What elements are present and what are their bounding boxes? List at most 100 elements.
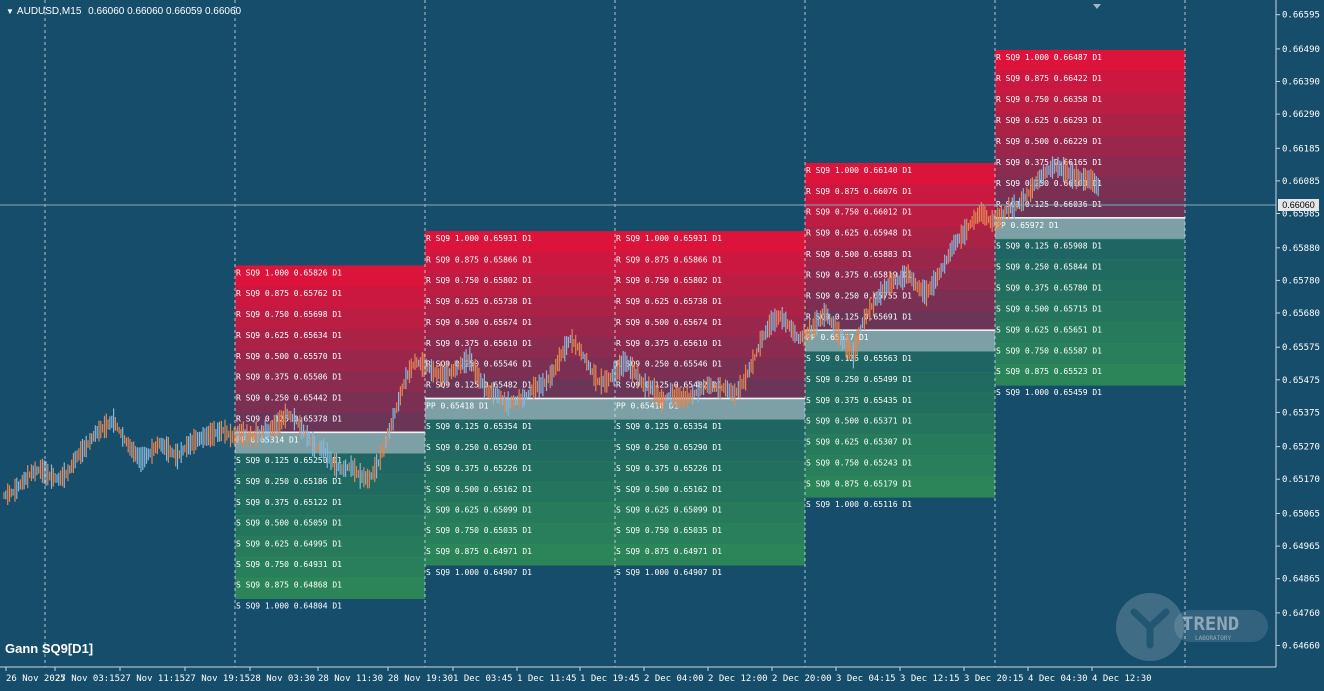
support-band [615,523,805,545]
price-tick-label: 0.64965 [1282,542,1320,552]
resistance-band [235,348,425,371]
symbol-dropdown-icon[interactable]: ▼ [6,7,14,16]
ohlc-values: 0.66060 0.66060 0.66059 0.66060 [88,6,242,17]
support-level-label: S SQ9 0.125 0.65563 D1 [806,354,912,363]
resistance-level-label: R SQ9 0.500 0.65570 D1 [236,352,342,361]
resistance-band [235,265,425,287]
price-tick-label: 0.65575 [1282,343,1320,353]
support-level-label: S SQ9 0.500 0.65162 D1 [426,485,532,494]
resistance-level-label: R SQ9 1.000 0.65931 D1 [616,234,722,243]
support-band [425,461,615,483]
support-band [995,280,1185,302]
support-band [615,419,805,441]
resistance-level-label: R SQ9 0.375 0.65610 D1 [616,339,722,348]
price-tick-label: 0.65065 [1282,510,1320,520]
resistance-band [995,113,1185,135]
support-band [235,515,425,537]
resistance-level-label: R SQ9 0.875 0.66076 D1 [806,187,912,196]
support-band [805,455,995,477]
time-tick-label: 2 Dec 20:00 [772,674,832,684]
support-level-label: S SQ9 0.125 0.65250 D1 [236,456,342,465]
logo-text: TREND [1182,613,1239,635]
price-tick-label: 0.65375 [1282,408,1320,418]
sq9-block-day-4: R SQ9 1.000 0.66140 D1 R SQ9 0.875 0.6607… [805,163,995,509]
support-band [995,238,1185,261]
resistance-level-label: R SQ9 0.625 0.66293 D1 [996,116,1102,125]
pivot-band [425,398,615,420]
support-band [995,343,1185,365]
pivot-band [995,217,1185,240]
resistance-band [805,246,995,269]
resistance-level-label: R SQ9 0.500 0.65674 D1 [616,318,722,327]
support-band [425,481,615,504]
pivot-level-label: PP 0.65418 D1 [426,401,489,410]
support-band [995,364,1185,386]
price-tick-label: 0.66595 [1282,11,1320,21]
resistance-level-label: R SQ9 0.750 0.65802 D1 [426,276,532,285]
resistance-level-label: R SQ9 0.750 0.65698 D1 [236,310,342,319]
resistance-band [615,231,805,253]
support-level-label: S SQ9 0.875 0.65523 D1 [996,367,1102,376]
price-tick-label: 0.65270 [1282,443,1320,453]
support-level-label: S SQ9 0.125 0.65908 D1 [996,242,1102,251]
resistance-band [615,335,805,358]
support-band [235,474,425,496]
support-band [425,544,615,566]
support-level-label: S SQ9 0.250 0.65844 D1 [996,263,1102,272]
resistance-level-label: R SQ9 0.125 0.65691 D1 [806,312,912,321]
resistance-band [995,154,1185,177]
resistance-level-label: R SQ9 0.875 0.66422 D1 [996,74,1102,83]
support-level-label: S SQ9 0.750 0.65243 D1 [806,458,912,467]
sq9-block-day-2: R SQ9 1.000 0.65931 D1 R SQ9 0.875 0.6586… [425,231,615,577]
support-level-label: S SQ9 1.000 0.65459 D1 [996,388,1102,397]
price-tick-label: 0.64760 [1282,609,1320,619]
support-level-label: S SQ9 0.625 0.64995 D1 [236,539,342,548]
time-tick-label: 27 Nov 03:15 [55,674,120,684]
time-tick-label: 28 Nov 11:30 [318,674,383,684]
time-tick-label: 3 Dec 20:15 [964,674,1024,684]
resistance-band [995,176,1185,198]
support-level-label: S SQ9 1.000 0.64907 D1 [426,568,532,577]
price-tick-label: 0.65680 [1282,309,1320,319]
price-tick-label: 0.66390 [1282,78,1320,88]
resistance-band [425,356,615,378]
price-tick-label: 0.66490 [1282,45,1320,55]
support-band [805,351,995,373]
support-band [425,523,615,545]
support-band [425,419,615,441]
support-level-label: S SQ9 0.250 0.65499 D1 [806,375,912,384]
symbol-timeframe: AUDUSD,M15 [16,6,82,17]
resistance-band [235,328,425,350]
support-level-label: S SQ9 0.875 0.64971 D1 [616,547,722,556]
time-tick-label: 3 Dec 04:15 [836,674,896,684]
resistance-level-label: R SQ9 0.750 0.66358 D1 [996,95,1102,104]
resistance-band [425,231,615,253]
price-tick-label: 0.66290 [1282,110,1320,120]
support-band [235,453,425,475]
price-tick-label: 0.65880 [1282,244,1320,254]
time-tick-label: 28 Nov 03:30 [250,674,315,684]
resistance-band [805,288,995,310]
resistance-level-label: R SQ9 0.375 0.65610 D1 [426,339,532,348]
support-level-label: S SQ9 0.750 0.65035 D1 [426,526,532,535]
resistance-level-label: R SQ9 1.000 0.65931 D1 [426,234,532,243]
support-level-label: S SQ9 0.750 0.65035 D1 [616,526,722,535]
pivot-band [235,432,425,454]
current-price-tag: 0.66060 [1278,199,1319,211]
support-level-label: S SQ9 0.500 0.65371 D1 [806,417,912,426]
support-level-label: S SQ9 0.500 0.65059 D1 [236,518,342,527]
resistance-band [235,307,425,329]
resistance-level-label: R SQ9 0.250 0.65755 D1 [806,292,912,301]
support-band [995,259,1185,281]
resistance-band [805,267,995,289]
support-band [615,502,805,524]
pivot-level-label: PP 0.65314 D1 [236,435,299,444]
resistance-band [995,196,1185,219]
resistance-band [425,377,615,399]
pivot-level-label: PP 0.65972 D1 [996,221,1059,230]
support-band [805,434,995,456]
resistance-level-label: R SQ9 0.375 0.66165 D1 [996,158,1102,167]
support-band [615,440,805,462]
